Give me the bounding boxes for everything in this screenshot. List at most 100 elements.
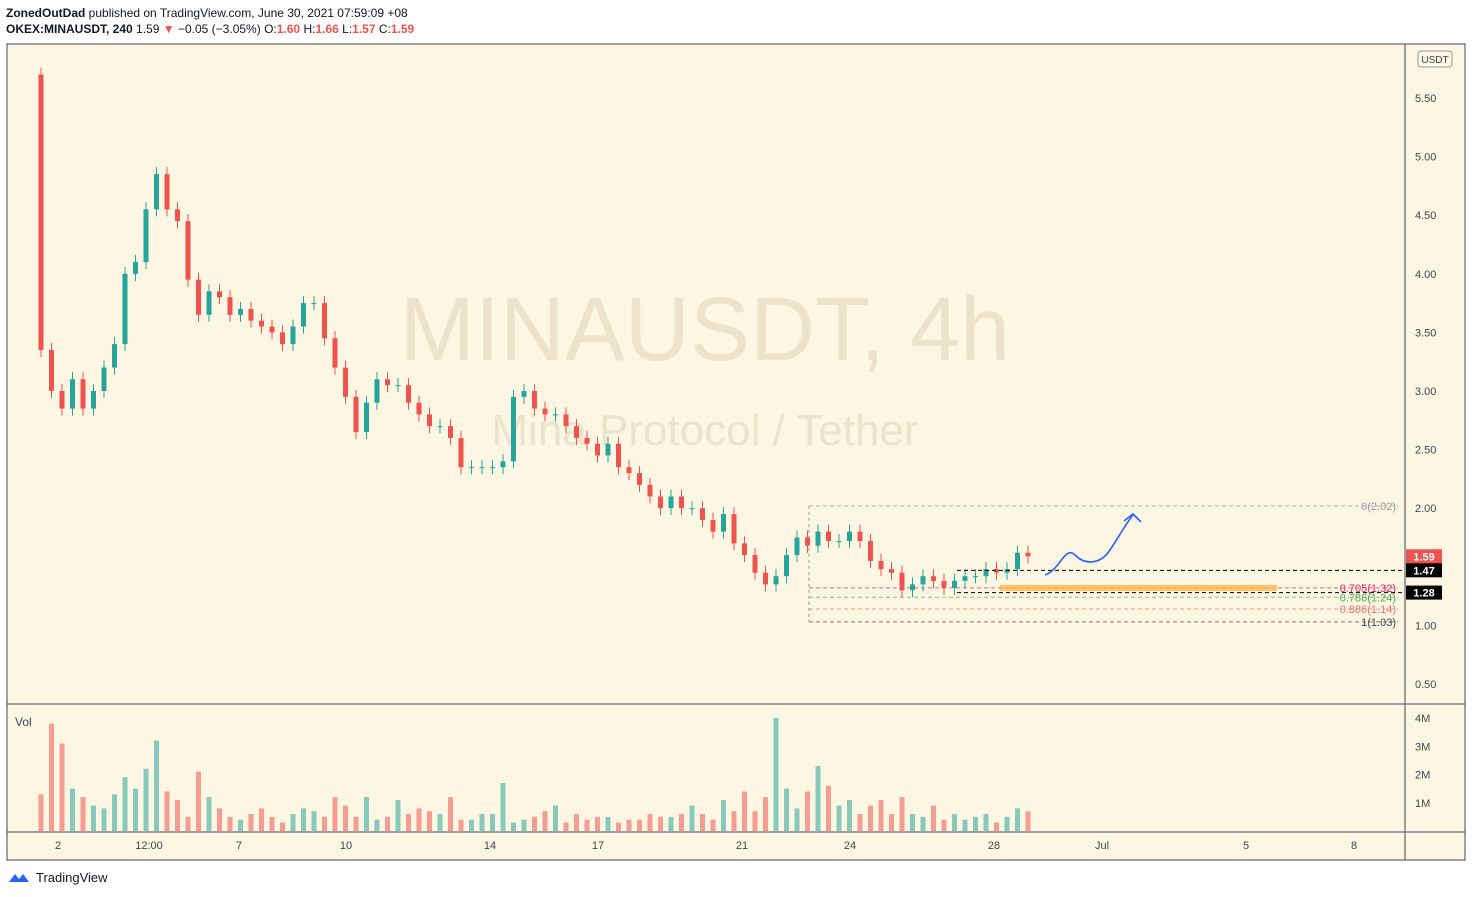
candle-body[interactable] (910, 584, 915, 591)
candle-body[interactable] (752, 555, 758, 573)
candle-body[interactable] (364, 402, 369, 433)
candle-body[interactable] (385, 379, 390, 386)
candle-body[interactable] (931, 576, 936, 581)
candle-body[interactable] (49, 349, 54, 391)
candle-body[interactable] (322, 303, 327, 339)
candle-body[interactable] (217, 291, 222, 298)
candle-body[interactable] (689, 508, 695, 510)
candle-body[interactable] (878, 560, 884, 570)
candle-body[interactable] (889, 569, 894, 573)
support-zone[interactable] (1000, 584, 1277, 591)
candle-body[interactable] (847, 531, 852, 542)
candle-body[interactable] (511, 396, 516, 462)
candle-body[interactable] (574, 426, 579, 438)
candle-body[interactable] (868, 541, 873, 561)
candle-body[interactable] (815, 531, 821, 546)
candle-body[interactable] (962, 576, 968, 581)
candle-body[interactable] (773, 576, 779, 585)
candle-body[interactable] (563, 414, 569, 427)
candle-body[interactable] (490, 467, 495, 469)
candle-body[interactable] (80, 379, 86, 409)
candle-body[interactable] (542, 408, 548, 415)
candle-body[interactable] (500, 461, 506, 468)
candle-body[interactable] (353, 396, 359, 433)
candle-body[interactable] (658, 496, 663, 509)
candle-body[interactable] (479, 467, 485, 469)
candle-body[interactable] (185, 221, 191, 280)
candle-body[interactable] (206, 291, 212, 315)
candle-body[interactable] (857, 531, 863, 542)
candle-body[interactable] (395, 385, 401, 387)
candle-body[interactable] (301, 303, 306, 327)
candle-body[interactable] (38, 74, 44, 350)
candle-body[interactable] (605, 443, 611, 456)
candle-body[interactable] (1025, 552, 1031, 557)
candle-body[interactable] (238, 308, 243, 315)
candle-body[interactable] (1004, 569, 1010, 573)
candle-body[interactable] (437, 426, 443, 428)
candle-body[interactable] (763, 572, 768, 585)
candle-body[interactable] (343, 367, 348, 397)
candle-body[interactable] (227, 297, 233, 315)
candle-body[interactable] (532, 391, 537, 409)
candle-body[interactable] (983, 569, 989, 577)
candle-body[interactable] (280, 332, 285, 345)
candle-body[interactable] (143, 209, 149, 263)
candle-body[interactable] (710, 519, 716, 532)
candle-body[interactable] (805, 537, 810, 546)
candle-body[interactable] (899, 572, 905, 591)
candle-body[interactable] (973, 576, 978, 578)
candle-body[interactable] (731, 514, 737, 544)
candle-body[interactable] (626, 467, 632, 474)
candle-body[interactable] (553, 414, 558, 416)
candle-body[interactable] (101, 367, 107, 391)
candle-body[interactable] (784, 555, 789, 577)
candle-body[interactable] (469, 467, 474, 469)
candle-body[interactable] (668, 496, 674, 509)
candle-body[interactable] (742, 543, 747, 556)
candle-body[interactable] (133, 262, 138, 274)
candle-body[interactable] (112, 344, 117, 368)
candle-body[interactable] (794, 537, 800, 556)
candle-body[interactable] (269, 326, 275, 333)
candle-body[interactable] (311, 303, 317, 305)
candle-body[interactable] (521, 391, 527, 397)
candle-body[interactable] (448, 426, 453, 438)
candle-body[interactable] (164, 174, 170, 210)
candle-body[interactable] (952, 580, 957, 588)
candle-body[interactable] (994, 569, 999, 573)
candle-body[interactable] (196, 279, 201, 315)
author-name[interactable]: ZonedOutDad (6, 6, 86, 20)
candle-body[interactable] (721, 514, 726, 532)
candle-body[interactable] (427, 414, 432, 427)
candle-body[interactable] (637, 473, 642, 485)
candle-body[interactable] (374, 379, 380, 403)
candle-body[interactable] (59, 391, 65, 409)
candle-body[interactable] (595, 443, 600, 456)
candle-body[interactable] (836, 541, 842, 543)
candle-body[interactable] (154, 174, 159, 210)
candle-body[interactable] (920, 576, 926, 585)
candle-body[interactable] (290, 326, 296, 345)
candle-body[interactable] (248, 308, 254, 321)
candle-body[interactable] (332, 338, 338, 368)
candle-body[interactable] (616, 443, 621, 468)
candle-body[interactable] (122, 273, 128, 345)
projection-arrow[interactable] (1044, 514, 1134, 576)
candle-body[interactable] (584, 437, 590, 444)
candle-body[interactable] (259, 320, 264, 327)
candle-body[interactable] (700, 508, 705, 520)
candle-body[interactable] (416, 402, 422, 415)
candle-body[interactable] (91, 391, 96, 409)
candle-body[interactable] (647, 484, 653, 497)
candle-body[interactable] (175, 209, 180, 222)
footer-brand[interactable]: TradingView (36, 870, 108, 885)
candle-body[interactable] (70, 379, 75, 409)
candle-body[interactable] (679, 496, 684, 509)
candle-body[interactable] (826, 531, 831, 542)
candle-body[interactable] (458, 437, 464, 468)
candle-body[interactable] (1015, 552, 1020, 570)
candle-body[interactable] (941, 580, 947, 588)
candle-body[interactable] (406, 385, 411, 403)
